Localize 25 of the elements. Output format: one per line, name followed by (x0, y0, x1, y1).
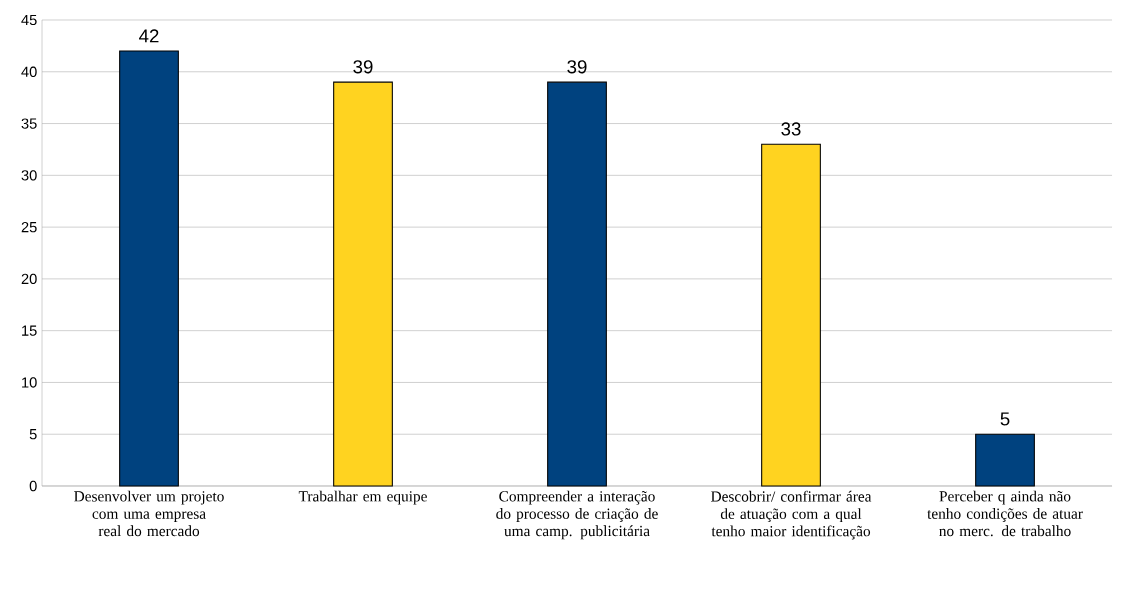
x-tick-label: Compreender a interação do processo de criação de uma camp. publicitária (496, 490, 658, 540)
data-label: 33 (781, 122, 801, 136)
y-tick-label: 45 (21, 14, 37, 26)
y-tick-label: 20 (21, 273, 37, 285)
y-tick-label: 15 (22, 325, 37, 336)
y-tick-label: 0 (29, 480, 37, 492)
data-label: 5 (1000, 412, 1010, 426)
data-label: 39 (567, 60, 587, 74)
y-tick-label: 30 (21, 170, 37, 181)
bar (975, 433, 1035, 487)
y-tick-label: 25 (21, 221, 37, 233)
y-tick-label: 10 (22, 377, 37, 388)
bar (119, 50, 179, 487)
y-tick-label: 35 (21, 118, 37, 129)
bar (761, 143, 821, 487)
x-tick-label: Desenvolver um projeto com uma empresa real do mercado (74, 490, 224, 537)
y-tick-label: 40 (21, 66, 37, 77)
x-tick-label: Perceber q ainda não tenho condições de atuar no merc. de trabalho (927, 490, 1083, 537)
x-tick-label: Trabalhar em equipe (298, 490, 427, 505)
bar (547, 81, 607, 487)
data-label: 42 (139, 29, 159, 43)
x-tick-label: Descobrir/ confirmar área de atuação com a qual tenho maior identificação (710, 490, 872, 540)
data-label: 39 (353, 60, 373, 74)
bar (333, 81, 393, 487)
y-tick-label: 5 (29, 429, 37, 440)
